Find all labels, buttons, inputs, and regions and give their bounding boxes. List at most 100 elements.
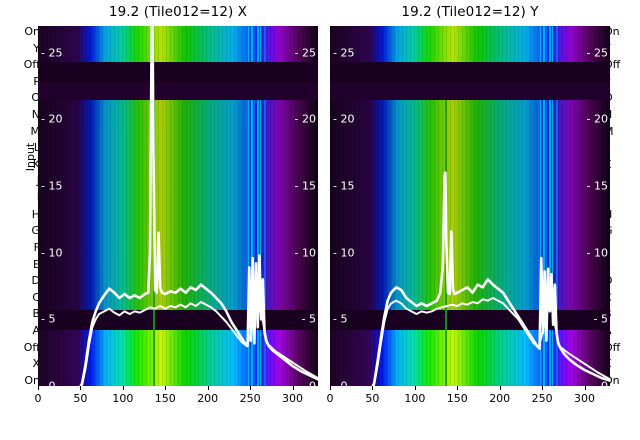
category-label-left-8: K (32, 157, 40, 171)
x-tick-label-x-150: 150 (154, 392, 176, 405)
heatmap-panel-x[interactable]: - 0 - 0 - 5 - 5 - 10 - 10 - 15 - 15 - 20 - 20 - 25… (38, 26, 318, 386)
category-label-left-7: L (33, 141, 40, 155)
category-label-left-6: M (30, 124, 41, 138)
x-tick-label-x-250: 250 (239, 392, 261, 405)
category-label-left-11: H (31, 207, 40, 221)
x-tick-mark-x-0 (38, 386, 39, 390)
heatmap-spectral-line-y-4 (549, 26, 551, 386)
y-tick-label-x-r-20: - 20 (294, 112, 316, 126)
x-tick-label-y-300: 300 (574, 392, 596, 405)
heatmap-band-x-top-strip (38, 26, 318, 62)
x-axis-panel-y: 0 50 100 150 200 250 300 (326, 386, 610, 426)
y-tick-label-x-l-20: - 20 (41, 112, 63, 126)
y-tick-label-x-r-5: - 5 (301, 312, 316, 326)
category-label-left-16: C (32, 290, 40, 304)
profile-line-x-0 (38, 26, 318, 386)
heatmap-panel-y[interactable]: - 0 - 0 - 5 - 5 - 10 - 10 - 15 - 15 - 20 - 20 - 25… (330, 26, 610, 386)
category-label-left-5: N (31, 108, 40, 122)
category-label-left-21: On (24, 373, 40, 387)
x-tick-label-x-300: 300 (282, 392, 304, 405)
heatmap-gap-y-gap-1 (330, 62, 610, 82)
category-label-left-18: A (32, 323, 40, 337)
heatmap-band-x-main-block (38, 99, 318, 311)
category-label-left-4: O (31, 91, 40, 105)
x-tick-mark-y-300 (584, 386, 586, 390)
x-tick-mark-y-0 (330, 386, 331, 390)
y-tick-label-y-l-25: - 25 (333, 46, 355, 60)
panel-title-x: 19.2 (Tile012=12) X (108, 4, 248, 20)
x-tick-mark-x-50 (80, 386, 82, 390)
category-label-right-19: Off (604, 340, 621, 354)
profile-line-y-1 (330, 295, 610, 386)
y-tick-label-x-r-25: - 25 (294, 46, 316, 60)
heatmap-band-y-main-block (330, 99, 610, 311)
x-tick-label-x-50: 50 (73, 392, 88, 405)
y-tick-label-y-r-10: - 10 (586, 246, 608, 260)
x-tick-label-y-100: 100 (404, 392, 426, 405)
heatmap-spectral-line-x-6 (264, 26, 266, 386)
y-tick-label-x-l-0: - 0 (41, 379, 56, 387)
category-label-left-17: B (32, 307, 40, 321)
heatmap-band-y-top-strip (330, 26, 610, 62)
category-label-right-0: On (604, 25, 620, 38)
category-label-left-15: D (31, 274, 40, 288)
heatmap-spectral-line-y-0 (538, 26, 540, 386)
heatmap-spectral-line-x-0 (246, 26, 248, 386)
x-tick-label-y-250: 250 (531, 392, 553, 405)
category-label-left-3: P (33, 74, 40, 88)
category-label-left-2: Off (23, 58, 40, 72)
y-tick-label-y-r-20: - 20 (586, 112, 608, 126)
y-tick-label-x-l-15: - 15 (41, 179, 63, 193)
profile-trace-y (330, 26, 610, 386)
y-tick-label-y-r-25: - 25 (586, 46, 608, 60)
heatmap-spectral-line-y-6 (556, 26, 558, 386)
category-label-left-20: X (32, 357, 40, 371)
x-tick-mark-x-300 (292, 386, 294, 390)
y-tick-label-x-l-5: - 5 (41, 312, 56, 326)
x-tick-label-y-150: 150 (446, 392, 468, 405)
heatmap-gap-x-gap-1 (38, 62, 318, 82)
heatmap-spectral-line-x-2 (251, 26, 253, 386)
x-tick-mark-x-200 (207, 386, 209, 390)
heatmap-spectral-line-x-3 (254, 26, 255, 386)
x-tick-label-x-0: 0 (34, 392, 42, 405)
x-axis-panel-x: 0 50 100 150 200 250 300 (34, 386, 318, 426)
profile-line-x-1 (38, 301, 318, 386)
y-tick-label-y-l-20: - 20 (333, 112, 355, 126)
category-label-right-21: On (604, 373, 620, 387)
x-tick-mark-y-150 (457, 386, 459, 390)
y-tick-label-x-l-10: - 10 (41, 246, 63, 260)
y-tick-label-y-r-15: - 15 (586, 179, 608, 193)
y-tick-label-y-l-15: - 15 (333, 179, 355, 193)
x-tick-mark-y-50 (372, 386, 374, 390)
heatmap-gap-y-gap-2 (330, 81, 610, 100)
heatmap-spectral-line-y-2 (543, 26, 545, 386)
category-label-left-1: Y (33, 41, 40, 55)
heatmap-band-y-bottom-strip (330, 330, 610, 386)
y-tick-label-x-r-0: - 0 (301, 379, 316, 387)
heatmap-spectral-line-y-5 (552, 26, 553, 386)
y-tick-label-x-r-15: - 15 (294, 179, 316, 193)
y-tick-label-y-l-0: - 0 (333, 379, 348, 387)
y-tick-label-y-l-5: - 5 (333, 312, 348, 326)
profile-trace-x (38, 26, 318, 386)
x-tick-label-y-0: 0 (326, 392, 334, 405)
panel-title-y: 19.2 (Tile012=12) Y (401, 4, 539, 20)
x-tick-label-y-200: 200 (489, 392, 511, 405)
category-label-left-14: E (33, 257, 40, 271)
category-label-left-19: Off (23, 340, 40, 354)
x-tick-mark-x-150 (165, 386, 167, 390)
heatmap-gap-x-gap-2 (38, 81, 318, 100)
x-tick-label-x-100: 100 (112, 392, 134, 405)
x-tick-mark-y-200 (499, 386, 501, 390)
category-axis-left: OnYOffPONMLKJIHGFEDCBAOffXOn (6, 26, 40, 386)
category-label-right-2: Off (604, 58, 621, 72)
heatmap-spectral-line-y-1 (540, 26, 541, 386)
x-tick-label-y-50: 50 (365, 392, 380, 405)
x-tick-mark-y-100 (414, 386, 416, 390)
y-tick-label-y-r-0: - 0 (593, 379, 608, 387)
x-tick-mark-y-250 (542, 386, 544, 390)
category-label-left-13: F (33, 240, 40, 254)
heatmap-spectral-line-y-3 (546, 26, 547, 386)
x-tick-mark-x-100 (122, 386, 124, 390)
